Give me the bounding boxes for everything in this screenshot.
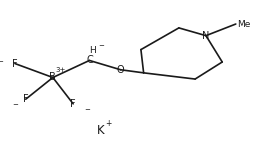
Text: H: H <box>89 46 96 55</box>
Text: O: O <box>117 65 124 75</box>
Text: −: − <box>12 102 18 108</box>
Text: Me: Me <box>237 20 250 29</box>
Text: −: − <box>98 43 104 49</box>
Text: −: − <box>0 59 3 65</box>
Text: F: F <box>70 99 76 109</box>
Text: N: N <box>202 31 210 41</box>
Text: C: C <box>86 55 93 65</box>
Text: 3+: 3+ <box>56 67 66 73</box>
Text: F: F <box>12 59 18 69</box>
Text: F: F <box>23 94 28 104</box>
Text: +: + <box>105 119 112 128</box>
Text: K: K <box>96 124 104 137</box>
Text: B: B <box>50 73 56 82</box>
Text: −: − <box>84 107 90 113</box>
